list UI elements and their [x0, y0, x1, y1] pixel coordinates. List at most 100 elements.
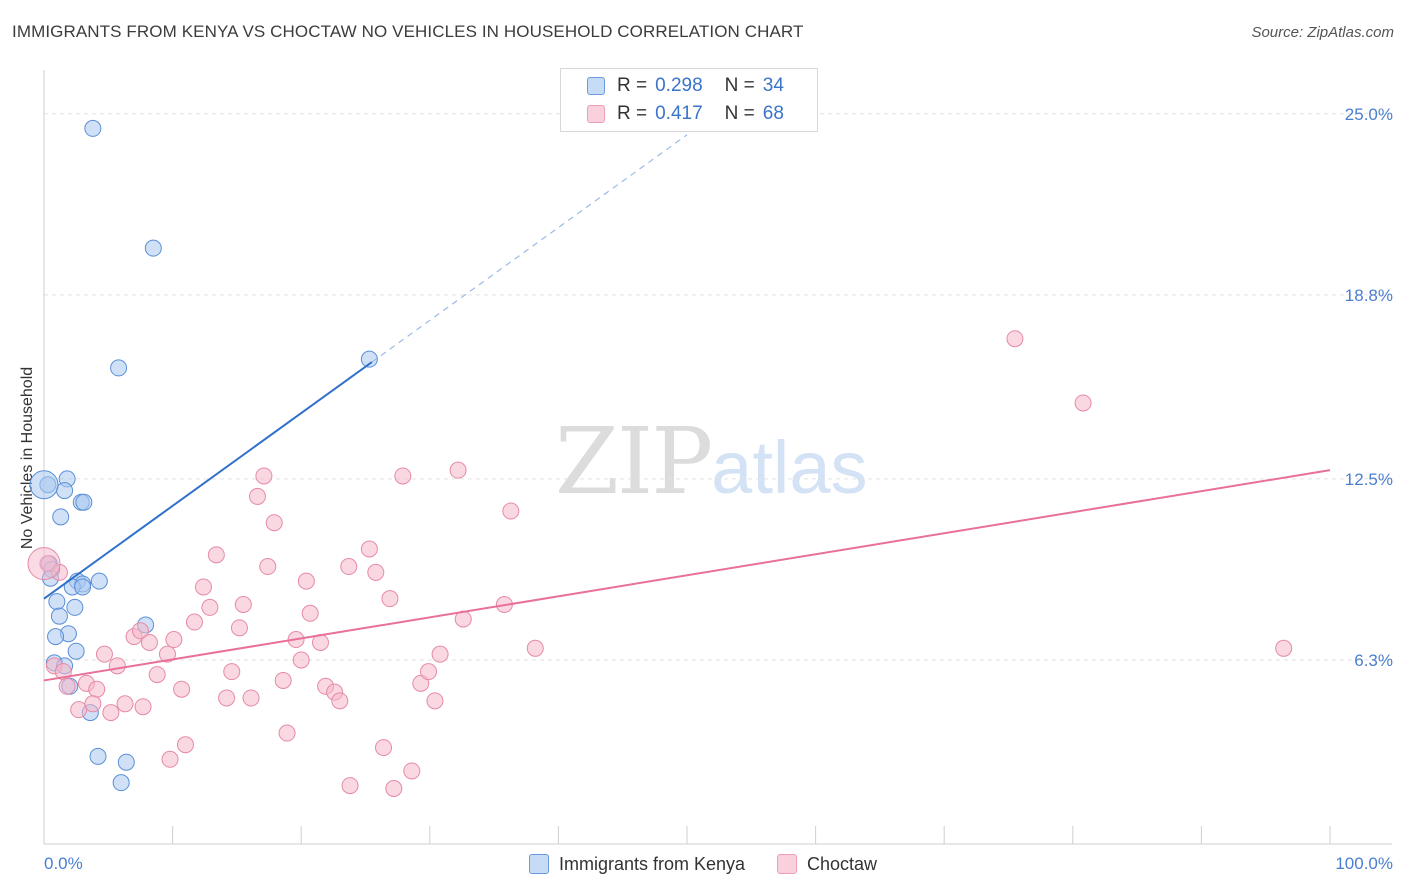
choctaw-point	[412, 674, 430, 692]
n-label: N =	[724, 75, 755, 96]
kenya-point	[52, 508, 70, 526]
choctaw-point	[301, 604, 319, 622]
choctaw-point	[297, 572, 315, 590]
choctaw-point	[403, 762, 421, 780]
n-value: 68	[762, 103, 784, 124]
legend-item-kenya[interactable]: Immigrants from Kenya	[528, 853, 746, 875]
choctaw-point	[95, 645, 113, 663]
n-label: N =	[724, 103, 755, 124]
kenya-point	[50, 607, 68, 625]
choctaw-point	[148, 666, 166, 684]
choctaw-trend-line	[43, 469, 1331, 682]
r-value: 0.298	[655, 75, 703, 96]
kenya-point	[47, 628, 65, 646]
choctaw-point	[278, 724, 296, 742]
choctaw-point	[176, 736, 194, 754]
choctaw-point	[265, 514, 283, 532]
kenya-trend-line	[43, 361, 373, 600]
kenya-point	[117, 753, 135, 771]
choctaw-point	[360, 540, 378, 558]
kenya-point	[89, 747, 107, 765]
choctaw-point	[161, 750, 179, 768]
source-label: Source: ZipAtlas.com	[1251, 24, 1394, 41]
x-tick-label: 0.0%	[44, 854, 83, 873]
choctaw-point	[88, 680, 106, 698]
kenya-point	[67, 642, 85, 660]
n-value: 34	[762, 75, 784, 96]
choctaw-point	[385, 780, 403, 798]
legend-label-kenya: Immigrants from Kenya	[558, 853, 746, 874]
choctaw-point	[234, 595, 252, 613]
choctaw-point	[1275, 639, 1293, 657]
kenya-point-large	[29, 470, 59, 500]
kenya-trend-extension	[371, 134, 688, 363]
choctaw-point	[394, 467, 412, 485]
r-value: 0.417	[655, 103, 703, 124]
chart-title: IMMIGRANTS FROM KENYA VS CHOCTAW NO VEHI…	[12, 22, 804, 41]
choctaw-point	[230, 619, 248, 637]
choctaw-point	[1074, 394, 1092, 412]
choctaw-point	[207, 546, 225, 564]
choctaw-point	[58, 677, 76, 695]
choctaw-point	[194, 578, 212, 596]
choctaw-point	[173, 680, 191, 698]
y-tick-label: 12.5%	[1345, 470, 1393, 489]
choctaw-point	[102, 704, 120, 722]
r-label: R =	[617, 75, 648, 96]
choctaw-point	[140, 633, 158, 651]
kenya-legend-swatch	[528, 854, 549, 874]
choctaw-point	[158, 645, 176, 663]
choctaw-point	[426, 692, 444, 710]
kenya-swatch	[587, 77, 605, 95]
y-tick-label: 25.0%	[1345, 105, 1393, 124]
stats-legend-row-choctaw: R = 0.417 N = 68	[587, 103, 784, 125]
watermark-atlas: atlas	[711, 426, 868, 509]
kenya-point	[360, 350, 378, 368]
kenya-point	[75, 493, 93, 511]
choctaw-point	[259, 558, 277, 576]
choctaw-point-large	[27, 547, 61, 581]
choctaw-point	[218, 689, 236, 707]
legend-label-choctaw: Choctaw	[807, 853, 878, 874]
stats-legend: R = 0.298 N = 34 R = 0.417 N = 68	[560, 68, 818, 132]
stats-legend-row-kenya: R = 0.298 N = 34	[587, 75, 784, 97]
y-tick-label: 18.8%	[1345, 286, 1393, 305]
choctaw-point	[331, 692, 349, 710]
choctaw-point	[131, 622, 149, 640]
kenya-point	[84, 119, 102, 137]
choctaw-point	[223, 663, 241, 681]
x-tick-label: 100.0%	[1335, 854, 1393, 873]
choctaw-point	[375, 739, 393, 757]
kenya-point	[144, 239, 162, 257]
choctaw-point	[255, 467, 273, 485]
choctaw-point	[340, 558, 358, 576]
series-legend: Immigrants from Kenya Choctaw	[0, 852, 1406, 876]
choctaw-point	[292, 651, 310, 669]
legend-item-choctaw[interactable]: Choctaw	[777, 854, 877, 875]
choctaw-point	[367, 563, 385, 581]
choctaw-point	[381, 590, 399, 608]
kenya-point	[90, 572, 108, 590]
watermark: ZIPatlas	[555, 408, 867, 515]
choctaw-point	[70, 701, 88, 719]
choctaw-swatch	[587, 105, 605, 123]
kenya-point	[66, 598, 84, 616]
choctaw-point	[84, 695, 102, 713]
choctaw-point	[116, 695, 134, 713]
choctaw-point	[502, 502, 520, 520]
choctaw-point	[134, 698, 152, 716]
choctaw-legend-swatch	[777, 854, 798, 874]
kenya-point	[112, 774, 130, 792]
watermark-zip: ZIP	[555, 408, 713, 515]
kenya-point	[56, 482, 74, 500]
y-tick-label: 6.3%	[1354, 651, 1393, 670]
choctaw-point	[248, 487, 266, 505]
kenya-point	[48, 593, 66, 611]
choctaw-point	[449, 461, 467, 479]
choctaw-point	[341, 777, 359, 795]
choctaw-point	[242, 689, 260, 707]
choctaw-point	[185, 613, 203, 631]
choctaw-point	[201, 598, 219, 616]
choctaw-point	[165, 631, 183, 649]
